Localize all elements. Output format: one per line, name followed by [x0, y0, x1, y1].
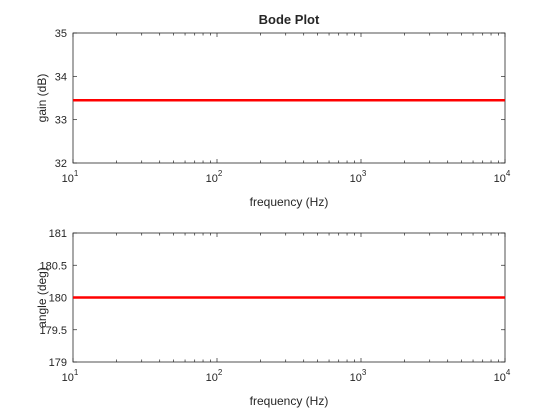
y-tick-label: 179: [49, 357, 67, 369]
chart-title: Bode Plot: [259, 12, 320, 27]
x-tick-label: 102: [206, 368, 223, 384]
x-tick-base: 10: [350, 372, 362, 384]
x-axis-label: frequency (Hz): [250, 195, 329, 209]
x-tick-label: 103: [350, 368, 367, 384]
x-tick-label: 102: [206, 169, 223, 185]
x-tick-exponent: 2: [218, 169, 223, 178]
x-tick-exponent: 4: [506, 368, 511, 377]
x-tick-base: 10: [62, 372, 74, 384]
x-tick-label: 104: [494, 169, 511, 185]
subplot-phase: 101 102 103 104179179.5180180.5181frequency…: [35, 228, 511, 408]
x-tick-exponent: 4: [506, 169, 511, 178]
x-tick-label: 101: [62, 368, 79, 384]
y-tick-label: 181: [49, 228, 67, 240]
y-tick-label: 180.5: [39, 260, 67, 272]
y-tick-label: 180: [49, 293, 67, 305]
x-tick-base: 10: [494, 173, 506, 185]
x-tick-base: 10: [206, 372, 218, 384]
x-tick-exponent: 1: [74, 169, 79, 178]
y-tick-label: 33: [55, 115, 67, 127]
y-axis-label: angle (deg): [35, 267, 49, 328]
y-axis-label: gain (dB): [35, 74, 49, 123]
x-tick-base: 10: [494, 372, 506, 384]
x-tick-exponent: 3: [362, 368, 367, 377]
x-tick-exponent: 1: [74, 368, 79, 377]
x-tick-label: 101: [62, 169, 79, 185]
x-tick-label: 103: [350, 169, 367, 185]
x-tick-exponent: 3: [362, 169, 367, 178]
plot-area: [72, 32, 506, 164]
y-tick-label: 35: [55, 28, 67, 40]
x-axis-label: frequency (Hz): [250, 394, 329, 408]
x-tick-base: 10: [206, 173, 218, 185]
y-tick-label: 179.5: [39, 325, 67, 337]
x-tick-exponent: 2: [218, 368, 223, 377]
y-tick-label: 32: [55, 158, 67, 170]
x-tick-label: 104: [494, 368, 511, 384]
x-tick-base: 10: [62, 173, 74, 185]
y-tick-label: 34: [55, 71, 67, 83]
x-tick-base: 10: [350, 173, 362, 185]
